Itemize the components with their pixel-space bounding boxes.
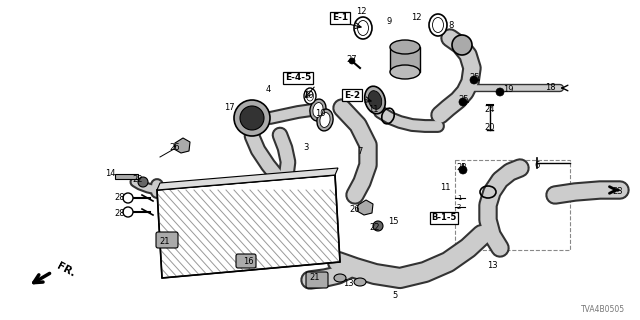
Text: 13: 13 <box>486 260 497 269</box>
Text: 11: 11 <box>368 106 378 115</box>
Text: 26: 26 <box>349 205 360 214</box>
Text: 15: 15 <box>388 218 398 227</box>
Text: 5: 5 <box>392 291 397 300</box>
Text: 1: 1 <box>457 195 461 201</box>
FancyBboxPatch shape <box>306 272 328 288</box>
Ellipse shape <box>304 88 316 104</box>
Text: 28: 28 <box>115 193 125 202</box>
Ellipse shape <box>313 103 323 117</box>
Circle shape <box>459 166 467 174</box>
Circle shape <box>123 193 133 203</box>
Text: 16: 16 <box>243 258 253 267</box>
Text: 18: 18 <box>545 84 556 92</box>
Polygon shape <box>115 174 138 179</box>
Circle shape <box>459 98 467 106</box>
Ellipse shape <box>307 91 314 101</box>
Ellipse shape <box>354 278 366 286</box>
Text: E-4-5: E-4-5 <box>285 74 311 83</box>
Polygon shape <box>174 138 190 153</box>
Polygon shape <box>157 168 338 190</box>
Text: TVA4B0505: TVA4B0505 <box>581 305 625 314</box>
Text: 22: 22 <box>132 175 143 185</box>
Text: B-1-5: B-1-5 <box>431 213 457 222</box>
Ellipse shape <box>317 109 333 131</box>
Text: 23: 23 <box>457 164 467 172</box>
Circle shape <box>234 100 270 136</box>
FancyBboxPatch shape <box>156 232 178 248</box>
Circle shape <box>452 35 472 55</box>
Circle shape <box>123 207 133 217</box>
Text: 25: 25 <box>459 94 469 103</box>
FancyBboxPatch shape <box>236 254 256 268</box>
Circle shape <box>240 106 264 130</box>
Ellipse shape <box>390 65 420 79</box>
Circle shape <box>496 88 504 96</box>
Text: 19: 19 <box>503 85 513 94</box>
Ellipse shape <box>429 14 447 36</box>
Text: 12: 12 <box>356 7 366 17</box>
Text: 2: 2 <box>457 204 461 210</box>
Ellipse shape <box>433 18 444 33</box>
Ellipse shape <box>365 86 385 114</box>
Text: 20: 20 <box>484 124 495 132</box>
Text: 21: 21 <box>310 274 320 283</box>
Text: 24: 24 <box>484 105 495 114</box>
Text: 14: 14 <box>105 170 115 179</box>
Polygon shape <box>157 175 340 278</box>
Circle shape <box>470 76 478 84</box>
Text: 23: 23 <box>612 188 623 196</box>
Text: 21: 21 <box>160 237 170 246</box>
Ellipse shape <box>354 17 372 39</box>
Text: 6: 6 <box>534 161 540 170</box>
Ellipse shape <box>320 113 330 127</box>
Text: 25: 25 <box>470 73 480 82</box>
Ellipse shape <box>334 274 346 282</box>
Text: 13: 13 <box>342 279 353 289</box>
Text: 17: 17 <box>224 103 234 113</box>
Text: 27: 27 <box>347 55 357 65</box>
Text: 22: 22 <box>370 223 380 233</box>
Ellipse shape <box>390 40 420 54</box>
Circle shape <box>373 221 383 231</box>
Text: 9: 9 <box>387 18 392 27</box>
Text: 10: 10 <box>315 108 325 117</box>
Text: 10: 10 <box>303 91 313 100</box>
Text: 26: 26 <box>170 142 180 151</box>
FancyBboxPatch shape <box>390 47 420 72</box>
Polygon shape <box>357 200 373 215</box>
Circle shape <box>138 177 148 187</box>
Text: FR.: FR. <box>55 261 77 279</box>
Text: 28: 28 <box>115 209 125 218</box>
Text: E-2: E-2 <box>344 91 360 100</box>
Circle shape <box>349 58 355 64</box>
Text: 12: 12 <box>411 13 421 22</box>
Text: E-1: E-1 <box>332 13 348 22</box>
Text: 4: 4 <box>266 85 271 94</box>
Text: 8: 8 <box>448 21 454 30</box>
Text: 7: 7 <box>357 148 363 156</box>
Ellipse shape <box>310 99 326 121</box>
Text: 3: 3 <box>303 143 308 153</box>
Ellipse shape <box>358 20 369 36</box>
Ellipse shape <box>368 91 381 109</box>
Text: 11: 11 <box>440 183 451 193</box>
